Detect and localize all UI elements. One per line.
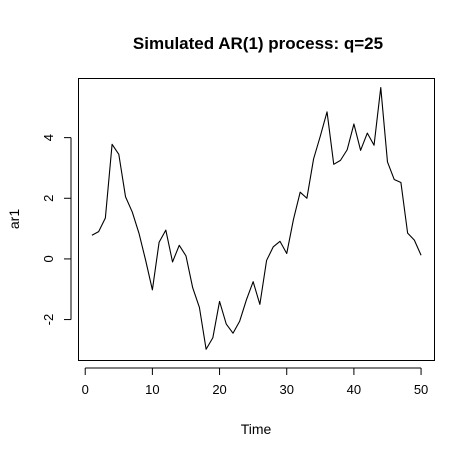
x-axis-label: Time: [241, 421, 272, 437]
x-tick-label: 50: [414, 382, 428, 397]
y-tick-label: 4: [41, 134, 56, 141]
x-tick-label: 0: [82, 382, 89, 397]
y-tick-label: -2: [41, 314, 56, 326]
x-tick-label: 30: [279, 382, 293, 397]
y-axis-label: ar1: [6, 209, 22, 229]
plot-frame: [78, 78, 435, 361]
y-tick-label: 2: [41, 195, 56, 202]
x-tick-label: 10: [145, 382, 159, 397]
series-line: [91, 87, 422, 350]
x-tick-label: 40: [347, 382, 361, 397]
chart-title: Simulated AR(1) process: q=25: [133, 34, 383, 53]
x-axis-ticks: 0 10 20 30 40 50: [82, 368, 428, 397]
x-tick-label: 20: [212, 382, 226, 397]
y-axis-ticks: -2 0 2 4: [41, 134, 71, 325]
y-tick-label: 0: [41, 255, 56, 262]
